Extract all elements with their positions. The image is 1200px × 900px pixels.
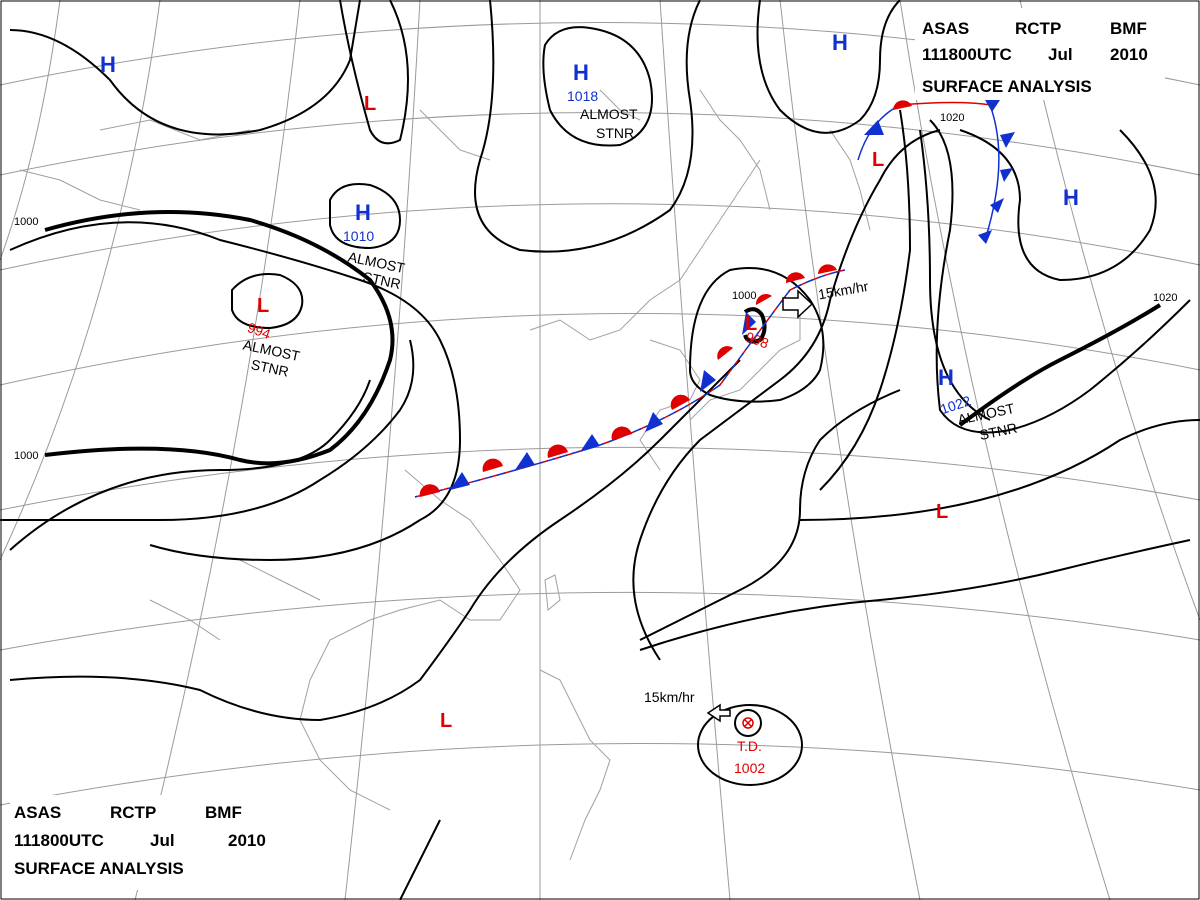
thick-isobars [44, 210, 1162, 466]
cold-front-symbols [450, 100, 1015, 490]
note-stnr: STNR [596, 125, 634, 141]
high-pressure: 1018 [567, 88, 598, 104]
td-motion-speed: 15km/hr [644, 689, 695, 705]
coastlines [19, 89, 871, 861]
high-symbol: H [573, 60, 589, 85]
header-year: 2010 [1110, 45, 1148, 64]
low-symbol: L [745, 313, 757, 335]
motion-arrows [706, 289, 814, 723]
high-symbol: H [355, 200, 371, 225]
low-symbol: L [257, 295, 269, 317]
low-pressure: 994 [245, 319, 273, 342]
header-time: 111800UTC [14, 831, 104, 850]
low-symbol: L [440, 710, 452, 732]
header-title: SURFACE ANALYSIS [14, 859, 184, 878]
header-station: RCTP [110, 803, 156, 822]
td-label: T.D. [737, 738, 762, 754]
td-isobars [697, 704, 803, 786]
header-agency: ASAS [14, 803, 61, 822]
tropical-depression: T.D. 1002 [734, 717, 765, 776]
low-symbol: L [872, 149, 884, 171]
isobar-label: 1000 [14, 450, 38, 462]
td-pressure: 1002 [734, 760, 765, 776]
high-symbol: H [832, 30, 848, 55]
header-bottom: ASAS RCTP BMF 111800UTC Jul 2010 SURFACE… [10, 795, 285, 890]
note-stnr: STNR [362, 269, 403, 293]
high-symbol: H [100, 52, 116, 77]
low-motion-arrow-icon [782, 289, 814, 319]
td-motion-arrow-icon [706, 703, 731, 723]
note-stnr: STNR [250, 356, 291, 380]
high-symbol: H [1063, 185, 1079, 210]
low-pressure: 998 [744, 328, 772, 351]
note-stnr: STNR [978, 419, 1019, 443]
td-center-icon [742, 717, 754, 729]
header-top: ASAS RCTP BMF 111800UTC Jul 2010 SURFACE… [915, 8, 1165, 100]
low-motion-speed: 15km/hr [817, 278, 870, 303]
header-code: BMF [205, 803, 242, 822]
isobar-label: 1020 [1153, 292, 1177, 304]
low-centers: L L L 994 L 998 L L [245, 93, 948, 732]
low-symbol: L [364, 93, 376, 115]
isobar-labels: 1000 1000 1000 1020 1020 [14, 112, 1177, 462]
isobar-label: 1000 [732, 290, 756, 302]
note-almost: ALMOST [580, 106, 638, 122]
low-symbol: L [936, 501, 948, 523]
header-title: SURFACE ANALYSIS [922, 77, 1092, 96]
header-agency: ASAS [922, 19, 969, 38]
stationary-notes: ALMOST STNR ALMOST STNR ALMOST STNR ALMO… [242, 106, 1019, 443]
high-centers: H H 1018 H H 1010 H H 1022 [100, 30, 1079, 417]
header-year: 2010 [228, 831, 266, 850]
header-month: Jul [150, 831, 175, 850]
header-station: RCTP [1015, 19, 1061, 38]
high-pressure: 1010 [343, 228, 374, 244]
high-symbol: H [938, 365, 954, 390]
isobar-label: 1000 [14, 216, 38, 228]
header-code: BMF [1110, 19, 1147, 38]
header-month: Jul [1048, 45, 1073, 64]
warm-front-symbols [419, 100, 912, 497]
fronts [414, 101, 1000, 498]
isobar-label: 1020 [940, 112, 964, 124]
header-time: 111800UTC [922, 45, 1012, 64]
